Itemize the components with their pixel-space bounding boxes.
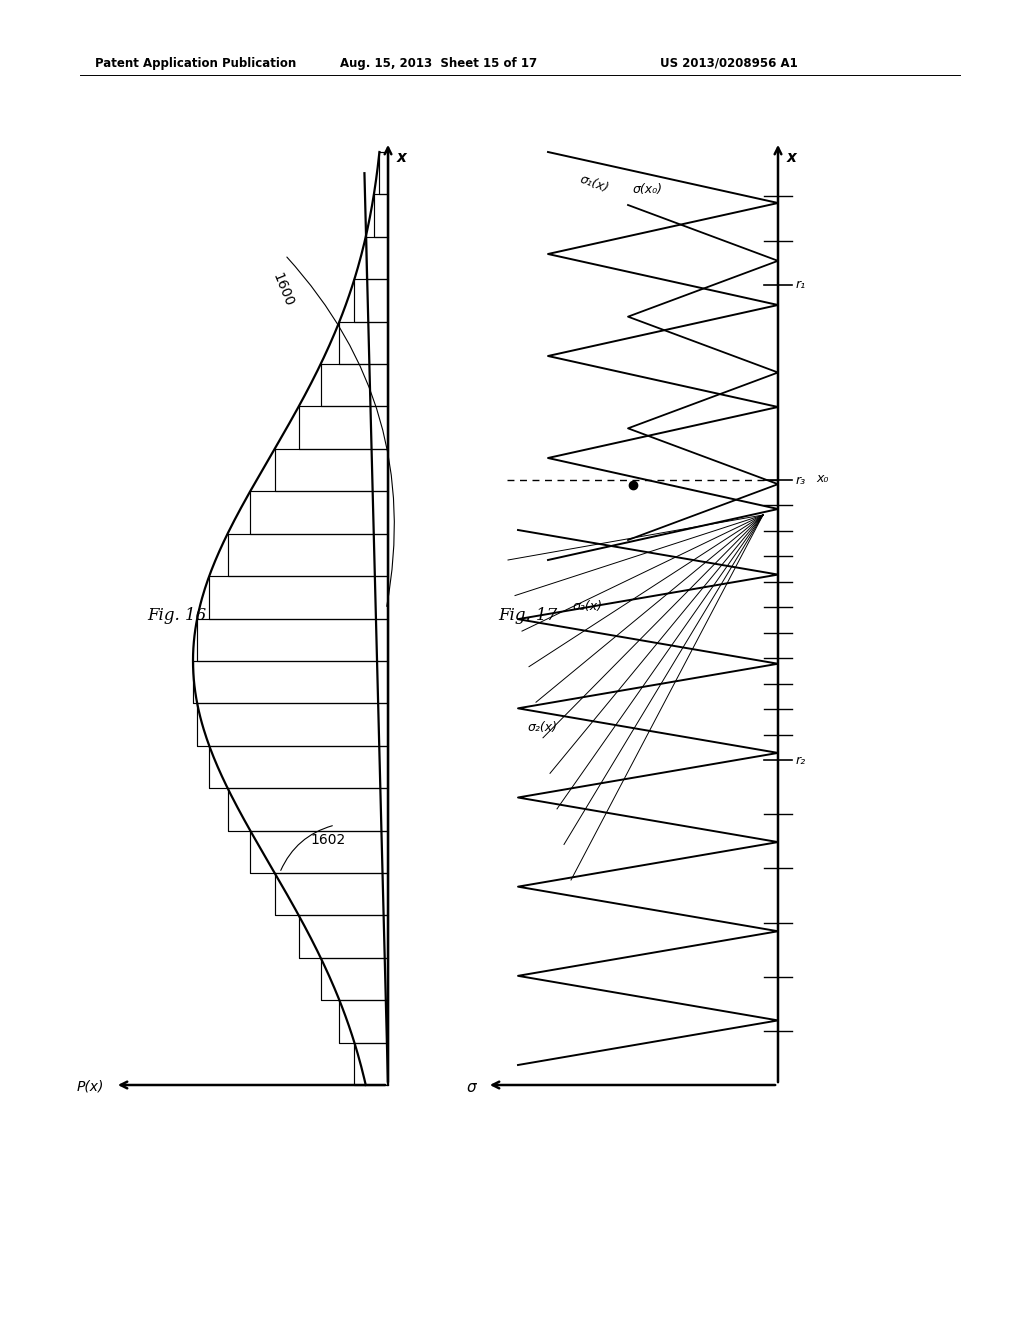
Text: r₃: r₃ <box>796 474 806 487</box>
Text: x₀: x₀ <box>816 471 828 484</box>
Text: Patent Application Publication: Patent Application Publication <box>95 57 296 70</box>
Text: σ₃(x): σ₃(x) <box>573 601 603 612</box>
Text: x: x <box>397 149 407 165</box>
Text: σ₂(x): σ₂(x) <box>528 721 558 734</box>
Text: Fig. 17: Fig. 17 <box>498 607 557 624</box>
Text: r₁: r₁ <box>796 279 806 292</box>
Text: x: x <box>787 149 797 165</box>
Text: 1602: 1602 <box>310 833 345 847</box>
Text: 1600: 1600 <box>270 271 296 309</box>
Text: US 2013/0208956 A1: US 2013/0208956 A1 <box>660 57 798 70</box>
Text: Aug. 15, 2013  Sheet 15 of 17: Aug. 15, 2013 Sheet 15 of 17 <box>340 57 538 70</box>
Text: Fig. 16: Fig. 16 <box>147 607 206 624</box>
Text: r₂: r₂ <box>796 754 806 767</box>
Text: σ(x₀): σ(x₀) <box>633 183 663 195</box>
Text: σ: σ <box>467 1080 476 1094</box>
Text: P(x): P(x) <box>77 1080 104 1094</box>
Text: σ₁(x): σ₁(x) <box>578 173 610 195</box>
